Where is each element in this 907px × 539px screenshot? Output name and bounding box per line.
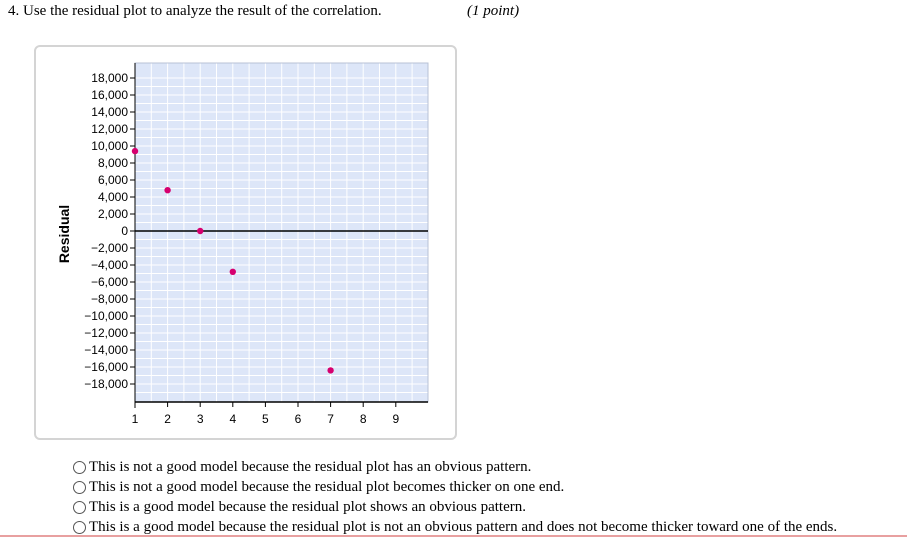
- x-tick-label: 3: [197, 412, 204, 426]
- data-point: [327, 367, 334, 374]
- choice-label: This is not a good model because the res…: [89, 458, 532, 475]
- y-axis-title: Residual: [56, 204, 72, 264]
- x-tick-label: 8: [360, 412, 367, 426]
- y-tick-label: 0: [121, 224, 128, 238]
- radio-button[interactable]: [73, 480, 86, 494]
- question-points: (1 point): [467, 3, 520, 19]
- y-tick-label: −6,000: [91, 275, 128, 289]
- y-tick-label: 6,000: [98, 173, 128, 187]
- choice-option-4[interactable]: This is a good model because the residua…: [73, 517, 837, 537]
- choice-option-1[interactable]: This is not a good model because the res…: [73, 457, 837, 477]
- y-tick-label: −16,000: [84, 360, 128, 374]
- y-tick-label: 2,000: [98, 207, 128, 221]
- data-point: [164, 187, 171, 194]
- radio-button[interactable]: [73, 520, 86, 534]
- y-tick-label: −12,000: [84, 326, 128, 340]
- y-tick-label: −4,000: [91, 258, 128, 272]
- y-tick-label: 18,000: [91, 71, 128, 85]
- y-tick-label: −18,000: [84, 377, 128, 391]
- x-tick-label: 6: [295, 412, 302, 426]
- radio-button[interactable]: [73, 500, 86, 514]
- choice-label: This is not a good model because the res…: [89, 478, 565, 495]
- radio-button[interactable]: [73, 460, 86, 474]
- x-tick-label: 2: [164, 412, 171, 426]
- y-tick-label: −8,000: [91, 292, 128, 306]
- choice-option-3[interactable]: This is a good model because the residua…: [73, 497, 837, 517]
- choice-label: This is a good model because the residua…: [89, 518, 838, 535]
- y-tick-label: 16,000: [91, 88, 128, 102]
- data-point: [229, 268, 236, 275]
- y-tick-label: 12,000: [91, 122, 128, 136]
- data-point: [131, 147, 139, 155]
- x-tick-label: 4: [229, 412, 236, 426]
- y-tick-label: −2,000: [91, 241, 128, 255]
- question-text: 4. Use the residual plot to analyze the …: [8, 3, 382, 19]
- x-tick-label: 9: [392, 412, 399, 426]
- x-tick-label: 7: [327, 412, 334, 426]
- choice-label: This is a good model because the residua…: [89, 498, 526, 515]
- y-tick-label: 14,000: [91, 105, 128, 119]
- answer-choices: This is not a good model because the res…: [73, 457, 837, 537]
- y-tick-label: 10,000: [91, 139, 128, 153]
- choice-option-2[interactable]: This is not a good model because the res…: [73, 477, 837, 497]
- y-tick-label: −14,000: [84, 343, 128, 357]
- x-tick-label: 5: [262, 412, 269, 426]
- y-tick-label: −10,000: [84, 309, 128, 323]
- page-bottom-divider: [0, 535, 907, 537]
- x-tick-label: 1: [132, 412, 139, 426]
- data-point: [197, 227, 204, 235]
- y-tick-label: 4,000: [98, 190, 128, 204]
- y-tick-label: 8,000: [98, 156, 128, 170]
